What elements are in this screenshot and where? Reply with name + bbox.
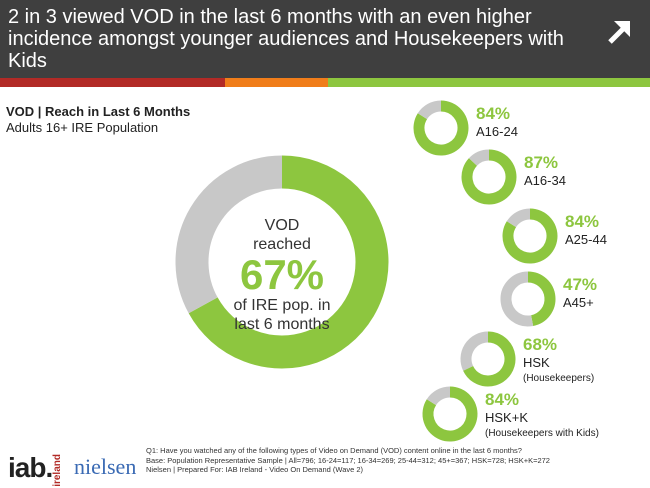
donut-a16-34-value-slice [461,149,517,205]
center-line-2: reached [253,236,311,253]
nielsen-logo: nielsen [74,454,137,479]
donut-category-label: HSK [523,355,550,370]
donut-value-label: 68% [523,335,558,354]
iab-logo: iab. [8,452,53,483]
donut-value-label: 84% [476,104,511,123]
donut-hsk [460,331,516,387]
footnote-prepared: Nielsen | Prepared For: IAB Ireland - Vi… [146,465,364,474]
main-donut-center: VOD reached 67% of IRE pop. in last 6 mo… [222,216,342,334]
footnote: Q1: Have you watched any of the followin… [146,446,646,475]
donut-hsk-k-value-slice [422,386,478,442]
donut-value-label: 87% [524,153,559,172]
header-bar: 2 in 3 viewed VOD in the last 6 months w… [0,0,650,78]
donut-hsk-k [422,386,478,442]
donut-a16-24 [413,100,469,156]
center-line-4: last 6 months [234,316,330,333]
footnote-question: Q1: Have you watched any of the followin… [146,446,522,455]
donut-hsk-k-remainder-slice [426,386,451,406]
donut-a45--value-slice [527,271,556,327]
donut-a25-44-remainder-slice [506,208,531,228]
chart-heading: VOD | Reach in Last 6 Months [6,104,191,119]
donut-value-label: 84% [485,390,520,409]
donut-a16-34 [461,149,517,205]
chart-subheading: Adults 16+ IRE Population [6,120,159,135]
donut-category-label: HSK+K [485,410,528,425]
center-line-1: VOD [264,217,300,234]
donut-a25-44 [502,208,558,264]
accent-band-green [328,78,650,87]
donut-category-label: A16-34 [524,173,566,188]
donut-a45- [500,271,556,327]
donut-a25-44-value-slice [502,208,558,264]
page-title: 2 in 3 viewed VOD in the last 6 months w… [8,6,564,72]
donut-hsk-remainder-slice [460,331,489,371]
center-line-3: of IRE pop. in [233,297,331,314]
donut-category-label: A16-24 [476,124,518,139]
donut-hsk-value-slice [463,331,516,387]
ireland-logo-text: ireland [52,454,63,487]
donut-a16-34-remainder-slice [468,149,490,167]
donut-a16-24-remainder-slice [417,100,442,120]
main-donut [175,155,389,369]
donut-sub-label: (Housekeepers) [523,373,595,384]
donut-category-label: A45+ [563,295,594,310]
arrow-up-right-icon[interactable] [604,16,634,46]
donut-value-label: 47% [563,275,598,294]
donut-a45--remainder-slice [500,271,534,327]
donut-sub-label: (Housekeepers with Kids) [485,428,599,439]
accent-band-orange [225,78,328,87]
main-donut-remainder-slice [175,155,283,314]
accent-band-red [0,78,225,87]
footnote-base: Base: Population Representative Sample |… [146,455,550,465]
main-donut-value-slice [188,155,389,369]
donut-category-label: A25-44 [565,232,607,247]
center-percent: 67% [239,251,325,298]
donut-value-label: 84% [565,212,600,231]
donut-a16-24-value-slice [413,100,469,156]
